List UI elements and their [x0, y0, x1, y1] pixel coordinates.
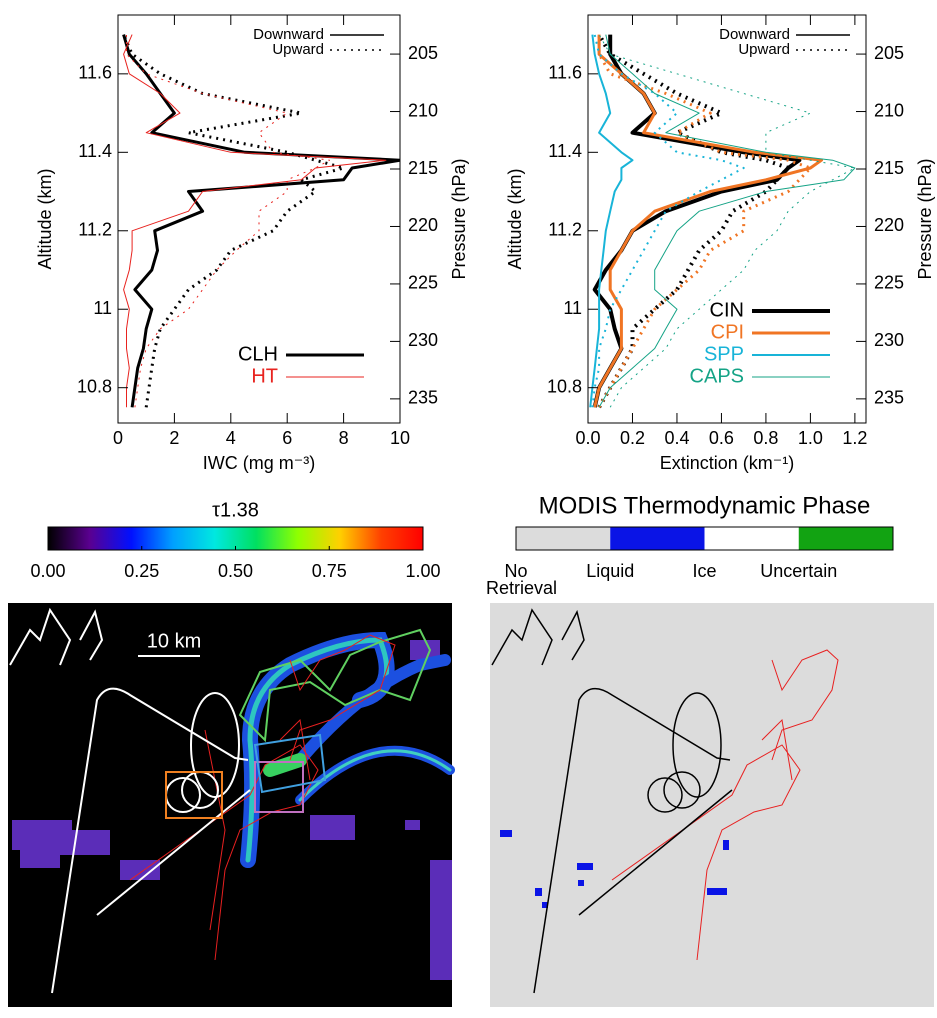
colorbar-tick-label: 0.25 [124, 561, 159, 581]
series-group [589, 33, 856, 409]
x-tick-label: 8 [339, 428, 349, 448]
x-tick-label: 0.2 [620, 428, 645, 448]
x-tick-label: 0.0 [575, 428, 600, 448]
y2-tick-label: 215 [874, 158, 904, 178]
colorbar-tick-label: 0.50 [218, 561, 253, 581]
y-tick-label: 11 [93, 298, 112, 318]
profile-line [597, 33, 791, 409]
map-background [490, 603, 934, 1007]
x-tick-label: 1.0 [798, 428, 823, 448]
category-frame [515, 526, 894, 551]
x-axis-title: Extinction (km⁻¹) [660, 453, 795, 473]
legend-label: CLH [238, 343, 278, 365]
aircraft-track-red [129, 634, 396, 961]
category-swatch [516, 527, 611, 550]
style-legend-label: Upward [738, 41, 790, 58]
legend-label: CAPS [690, 365, 744, 387]
series-group [122, 34, 400, 408]
y2-tick-label: 220 [874, 215, 904, 235]
y2-tick-label: 220 [408, 215, 438, 235]
box-orange [165, 771, 223, 819]
colorbar-tick-label: 0.75 [312, 561, 347, 581]
thin-cloud-patches [12, 640, 452, 980]
aircraft-track-black [491, 608, 733, 994]
y-tick-label: 11.4 [78, 141, 112, 161]
profile-line [123, 34, 387, 408]
y-tick-label: 10.8 [547, 376, 582, 396]
phase-map [490, 603, 934, 1007]
profile-line [598, 34, 856, 408]
category-label: Liquid [586, 561, 635, 581]
y-axis-title: Altitude (km) [505, 168, 525, 269]
category-label: Ice [692, 561, 717, 581]
style-legend-label: Downward [253, 26, 324, 43]
y2-tick-label: 235 [874, 388, 904, 408]
y-tick-label: 11.2 [78, 220, 112, 240]
aircraft-track-red [611, 649, 839, 961]
legend-label: CIN [710, 299, 744, 321]
colorbar-tick-label: 1.00 [405, 561, 440, 581]
x-tick-label: 0.6 [709, 428, 734, 448]
y2-tick-label: 230 [408, 330, 438, 350]
x-tick-label: 6 [282, 428, 292, 448]
legend-label: HT [251, 365, 278, 387]
plot-frame [117, 14, 401, 424]
style-legend-label: Upward [272, 41, 324, 58]
y-axis-title: Altitude (km) [35, 168, 55, 269]
legend-label: SPP [704, 343, 744, 365]
y2-tick-label: 235 [408, 388, 438, 408]
x-tick-label: 0.8 [753, 428, 778, 448]
box-blue [253, 733, 327, 794]
category-title: MODIS Thermodynamic Phase [539, 492, 871, 519]
y2-tick-label: 210 [874, 100, 904, 120]
x-tick-label: 0.4 [664, 428, 689, 448]
profile-line [122, 34, 346, 408]
profile-line [592, 34, 802, 408]
optical-thickness-map: 10 km [8, 603, 455, 1007]
x-tick-label: 1.2 [842, 428, 867, 448]
box-purple [254, 761, 304, 813]
legend-label: CPI [711, 321, 744, 343]
y2-tick-label: 205 [408, 43, 438, 63]
x-tick-label: 2 [169, 428, 179, 448]
x-tick-label: 0 [113, 428, 123, 448]
y-tick-label: 11.4 [548, 141, 582, 161]
profile-line [591, 34, 745, 408]
x-tick-label: 4 [226, 428, 236, 448]
category-swatch [610, 527, 705, 550]
y-tick-label: 11.6 [548, 63, 582, 83]
region-outline [238, 628, 432, 743]
category-swatch [704, 527, 799, 550]
x-tick-label: 10 [390, 428, 410, 448]
colorbar-title: τ1.38 [212, 499, 259, 521]
aircraft-track-white [9, 607, 251, 994]
category-label: No Retrieval [486, 561, 558, 598]
x-axis-title: IWC (mg m⁻³) [203, 453, 315, 473]
colorbar-tick-label: 0.00 [30, 561, 65, 581]
plot-frame [587, 14, 867, 424]
map-background [8, 603, 452, 1007]
y2-tick-label: 225 [408, 273, 438, 293]
category-label: Uncertain [760, 561, 838, 581]
y2-axis-title: Pressure (hPa) [915, 158, 935, 279]
y2-tick-label: 210 [408, 100, 438, 120]
y-tick-label: 10.8 [77, 376, 112, 396]
scale-label: 10 km [147, 630, 201, 652]
y-tick-label: 11.2 [548, 220, 582, 240]
y2-axis-title: Pressure (hPa) [449, 158, 469, 279]
y2-tick-label: 205 [874, 43, 904, 63]
y2-tick-label: 225 [874, 273, 904, 293]
category-swatch [798, 527, 893, 550]
y-tick-label: 11.6 [78, 63, 112, 83]
liquid-pixels [500, 830, 729, 908]
profile-line [597, 34, 812, 409]
y2-tick-label: 230 [874, 330, 904, 350]
y2-tick-label: 215 [408, 158, 438, 178]
profile-line [589, 34, 634, 408]
y-tick-label: 11 [563, 298, 582, 318]
style-legend-label: Downward [719, 26, 790, 43]
